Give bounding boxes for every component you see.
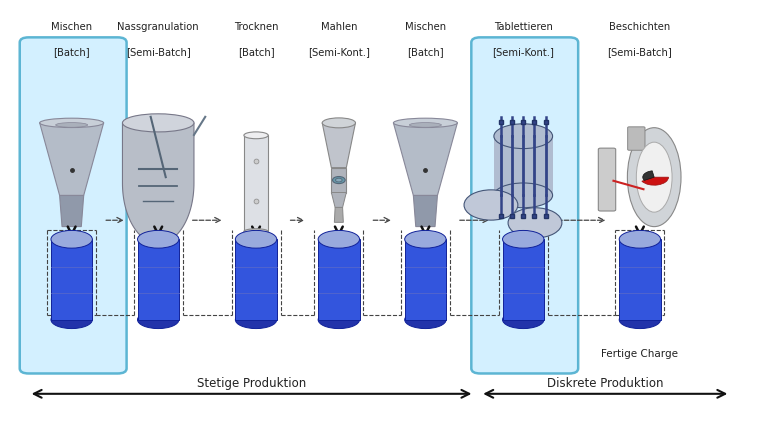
Ellipse shape — [55, 123, 88, 127]
Polygon shape — [334, 207, 343, 222]
Wedge shape — [643, 171, 654, 181]
Bar — [244, 135, 268, 232]
Bar — [494, 136, 553, 195]
Text: [Semi-Batch]: [Semi-Batch] — [126, 47, 190, 57]
Ellipse shape — [244, 229, 268, 234]
Ellipse shape — [318, 311, 359, 329]
Text: Nassgranulation: Nassgranulation — [118, 22, 199, 32]
Ellipse shape — [637, 142, 672, 212]
FancyBboxPatch shape — [598, 148, 616, 211]
Text: Trocknen: Trocknen — [233, 22, 278, 32]
Text: [Semi-Kont.]: [Semi-Kont.] — [492, 47, 554, 57]
Text: [Batch]: [Batch] — [238, 47, 274, 57]
Ellipse shape — [244, 132, 268, 139]
FancyBboxPatch shape — [51, 239, 92, 320]
Ellipse shape — [393, 118, 458, 127]
Ellipse shape — [51, 230, 92, 248]
Circle shape — [333, 177, 345, 184]
FancyBboxPatch shape — [472, 37, 578, 374]
Wedge shape — [642, 177, 668, 185]
Text: Mischen: Mischen — [51, 22, 92, 32]
Ellipse shape — [323, 118, 356, 128]
Circle shape — [336, 178, 342, 182]
Text: [Semi-Kont.]: [Semi-Kont.] — [308, 47, 369, 57]
Circle shape — [464, 190, 518, 220]
Text: Diskrete Produktion: Diskrete Produktion — [547, 377, 664, 390]
Ellipse shape — [627, 128, 681, 227]
Ellipse shape — [137, 311, 179, 329]
Ellipse shape — [494, 183, 553, 208]
FancyBboxPatch shape — [20, 37, 127, 374]
Ellipse shape — [235, 230, 276, 248]
Polygon shape — [122, 123, 194, 244]
FancyBboxPatch shape — [318, 239, 359, 320]
Circle shape — [508, 208, 562, 238]
Ellipse shape — [405, 230, 446, 248]
Ellipse shape — [40, 118, 104, 127]
Ellipse shape — [137, 230, 179, 248]
Ellipse shape — [235, 311, 276, 329]
Ellipse shape — [409, 123, 442, 127]
Ellipse shape — [51, 311, 92, 329]
Text: Stetige Produktion: Stetige Produktion — [197, 377, 306, 390]
Polygon shape — [60, 195, 84, 226]
Ellipse shape — [619, 311, 660, 329]
FancyBboxPatch shape — [502, 239, 544, 320]
Text: Beschichten: Beschichten — [609, 22, 670, 32]
Ellipse shape — [405, 311, 446, 329]
Ellipse shape — [318, 230, 359, 248]
FancyBboxPatch shape — [627, 127, 645, 150]
Text: [Batch]: [Batch] — [407, 47, 444, 57]
Text: Mischen: Mischen — [405, 22, 446, 32]
Ellipse shape — [619, 230, 660, 248]
Ellipse shape — [502, 230, 544, 248]
Polygon shape — [393, 123, 458, 195]
Bar — [331, 168, 346, 193]
FancyBboxPatch shape — [137, 239, 179, 320]
FancyBboxPatch shape — [235, 239, 276, 320]
Text: Tablettieren: Tablettieren — [494, 22, 553, 32]
Text: [Semi-Batch]: [Semi-Batch] — [607, 47, 672, 57]
FancyBboxPatch shape — [405, 239, 446, 320]
Polygon shape — [40, 123, 104, 195]
Polygon shape — [323, 123, 356, 168]
Text: Fertige Charge: Fertige Charge — [601, 349, 678, 359]
Ellipse shape — [122, 114, 194, 132]
Ellipse shape — [502, 311, 544, 329]
Polygon shape — [244, 232, 268, 244]
Polygon shape — [413, 195, 438, 226]
Text: Mahlen: Mahlen — [320, 22, 357, 32]
Ellipse shape — [494, 124, 553, 149]
FancyBboxPatch shape — [619, 239, 660, 320]
Text: [Batch]: [Batch] — [53, 47, 90, 57]
Polygon shape — [331, 193, 346, 207]
